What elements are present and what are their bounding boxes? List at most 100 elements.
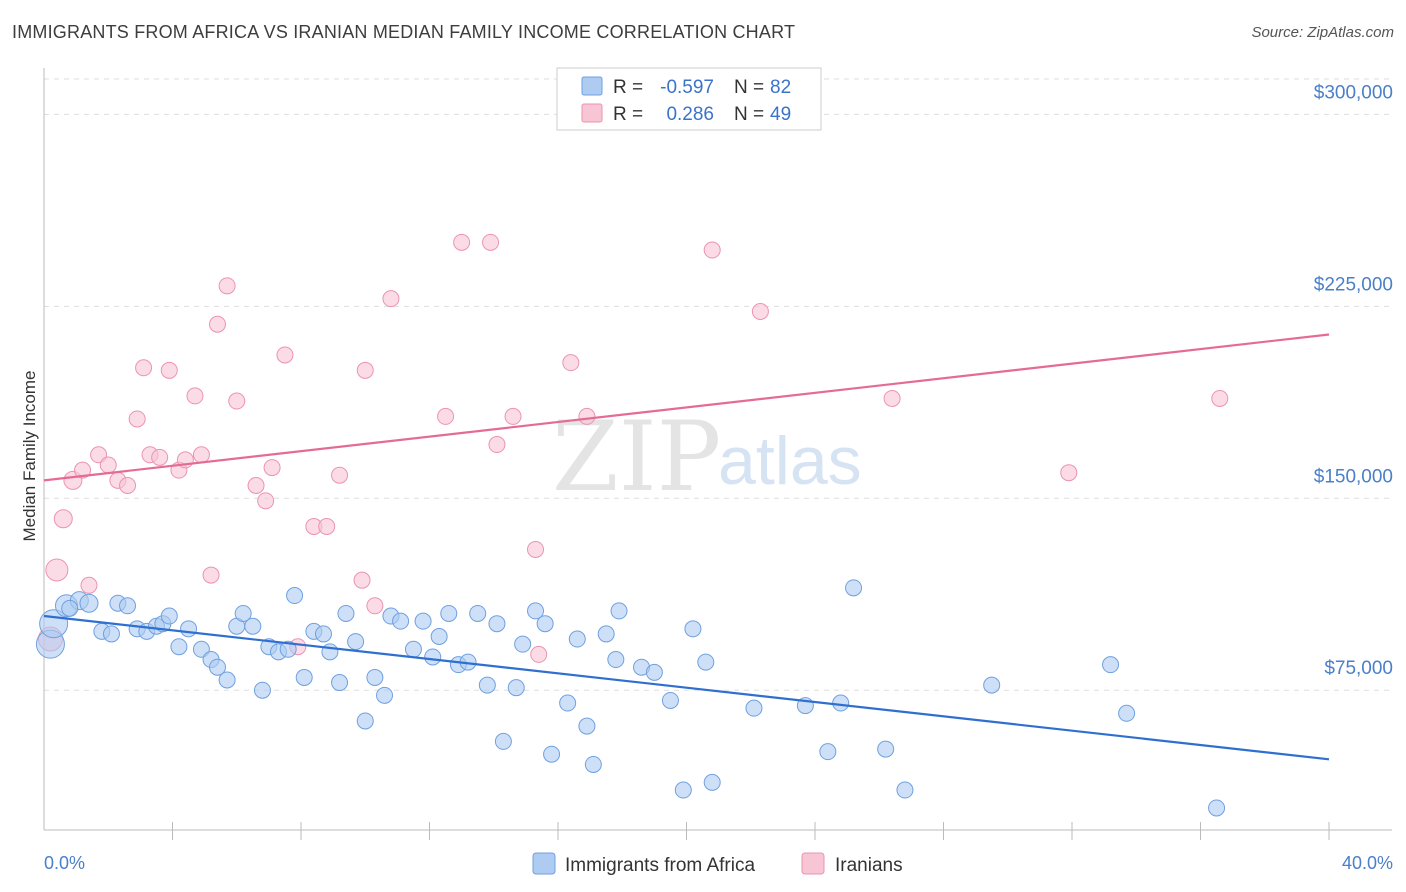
x-tick-label-max: 40.0% xyxy=(1342,853,1393,873)
chart-title: IMMIGRANTS FROM AFRICA VS IRANIAN MEDIAN… xyxy=(12,22,796,42)
legend-n-value-iranians: 49 xyxy=(770,104,791,125)
africa-point xyxy=(102,625,120,643)
africa-point xyxy=(536,615,554,633)
legend-top: R = -0.597 N = 82 R = 0.286 N = 49 xyxy=(556,67,822,131)
iranian-point xyxy=(504,407,522,425)
iranian-point xyxy=(562,354,580,372)
africa-point xyxy=(543,745,561,763)
legend-r-label-africa: R = xyxy=(613,77,643,98)
bottom-legend-swatch-iranians xyxy=(801,852,825,875)
africa-point xyxy=(356,712,374,730)
africa-point xyxy=(469,604,487,622)
iranian-point xyxy=(530,645,548,663)
africa-point xyxy=(218,671,236,689)
watermark-atlas: atlas xyxy=(718,423,862,499)
africa-point xyxy=(404,640,422,658)
africa-point xyxy=(610,602,628,620)
iranian-point xyxy=(488,436,506,454)
legend-r-value-africa: -0.597 xyxy=(660,77,714,98)
y-tick-label: $150,000 xyxy=(1314,466,1393,487)
africa-point xyxy=(645,663,663,681)
iranian-point xyxy=(353,571,371,589)
africa-point xyxy=(366,668,384,686)
africa-point xyxy=(234,604,252,622)
africa-point xyxy=(745,699,763,717)
iranian-point xyxy=(751,302,769,320)
iranian-point xyxy=(74,461,92,479)
africa-point xyxy=(279,640,297,658)
bottom-legend-swatch-africa xyxy=(532,852,556,875)
africa-point xyxy=(253,681,271,699)
africa-point xyxy=(478,676,496,694)
series-iranians xyxy=(37,233,1229,663)
legend-n-value-africa: 82 xyxy=(770,77,791,98)
africa-point xyxy=(1118,704,1136,722)
iranian-point xyxy=(437,407,455,425)
africa-point xyxy=(1102,656,1120,674)
iranian-point xyxy=(527,540,545,558)
iranian-point xyxy=(218,277,236,295)
africa-point xyxy=(61,599,79,617)
iranian-point xyxy=(356,361,374,379)
africa-point xyxy=(597,625,615,643)
africa-point xyxy=(295,668,313,686)
series-immigrants-from-africa xyxy=(35,579,1226,817)
iranian-point xyxy=(186,387,204,405)
iranian-point xyxy=(1060,464,1078,482)
africa-point xyxy=(331,674,349,692)
iranian-point xyxy=(151,448,169,466)
legend-bottom: Immigrants from Africa Iranians xyxy=(532,852,903,876)
africa-point xyxy=(119,597,137,615)
iranian-point xyxy=(331,466,349,484)
iranian-point xyxy=(247,476,265,494)
iranian-point xyxy=(366,597,384,615)
africa-point xyxy=(160,607,178,625)
africa-point xyxy=(347,633,365,651)
africa-point xyxy=(392,612,410,630)
iranian-point xyxy=(276,346,294,364)
africa-point xyxy=(584,755,602,773)
africa-point xyxy=(414,612,432,630)
iranian-point xyxy=(318,517,336,535)
africa-point xyxy=(514,635,532,653)
legend-r-value-iranians: 0.286 xyxy=(666,104,714,125)
trend-line-iranians xyxy=(43,333,1330,482)
africa-point xyxy=(488,615,506,633)
africa-point xyxy=(337,604,355,622)
africa-point xyxy=(376,686,394,704)
africa-point xyxy=(568,630,586,648)
africa-point xyxy=(578,717,596,735)
watermark-zip: ZIP xyxy=(552,401,721,513)
iranian-point xyxy=(45,558,69,582)
legend-n-label-africa: N = xyxy=(734,77,764,98)
africa-point xyxy=(494,732,512,750)
iranian-point xyxy=(883,389,901,407)
y-tick-label: $75,000 xyxy=(1324,658,1393,679)
africa-point xyxy=(314,625,332,643)
iranian-point xyxy=(453,233,471,251)
africa-point xyxy=(983,676,1001,694)
iranian-point xyxy=(135,359,153,377)
iranian-point xyxy=(482,233,500,251)
iranian-point xyxy=(119,476,137,494)
africa-point xyxy=(180,620,198,638)
africa-point xyxy=(877,740,895,758)
y-tick-label: $225,000 xyxy=(1314,274,1393,295)
trend-lines xyxy=(43,333,1330,761)
iranian-point xyxy=(202,566,220,584)
iranian-point xyxy=(263,459,281,477)
x-tick-marks xyxy=(172,822,1330,840)
iranian-point xyxy=(192,446,210,464)
africa-point xyxy=(674,781,692,799)
africa-point xyxy=(286,587,304,605)
africa-point xyxy=(697,653,715,671)
iranian-point xyxy=(228,392,246,410)
bottom-legend-label-iranians: Iranians xyxy=(835,855,903,876)
iranian-point xyxy=(99,456,117,474)
y-tick-labels: $75,000 $150,000 $225,000 $300,000 xyxy=(1314,82,1393,679)
africa-point xyxy=(1208,799,1226,817)
africa-point xyxy=(832,694,850,712)
iranian-point xyxy=(128,410,146,428)
x-tick-label-min: 0.0% xyxy=(44,853,85,873)
